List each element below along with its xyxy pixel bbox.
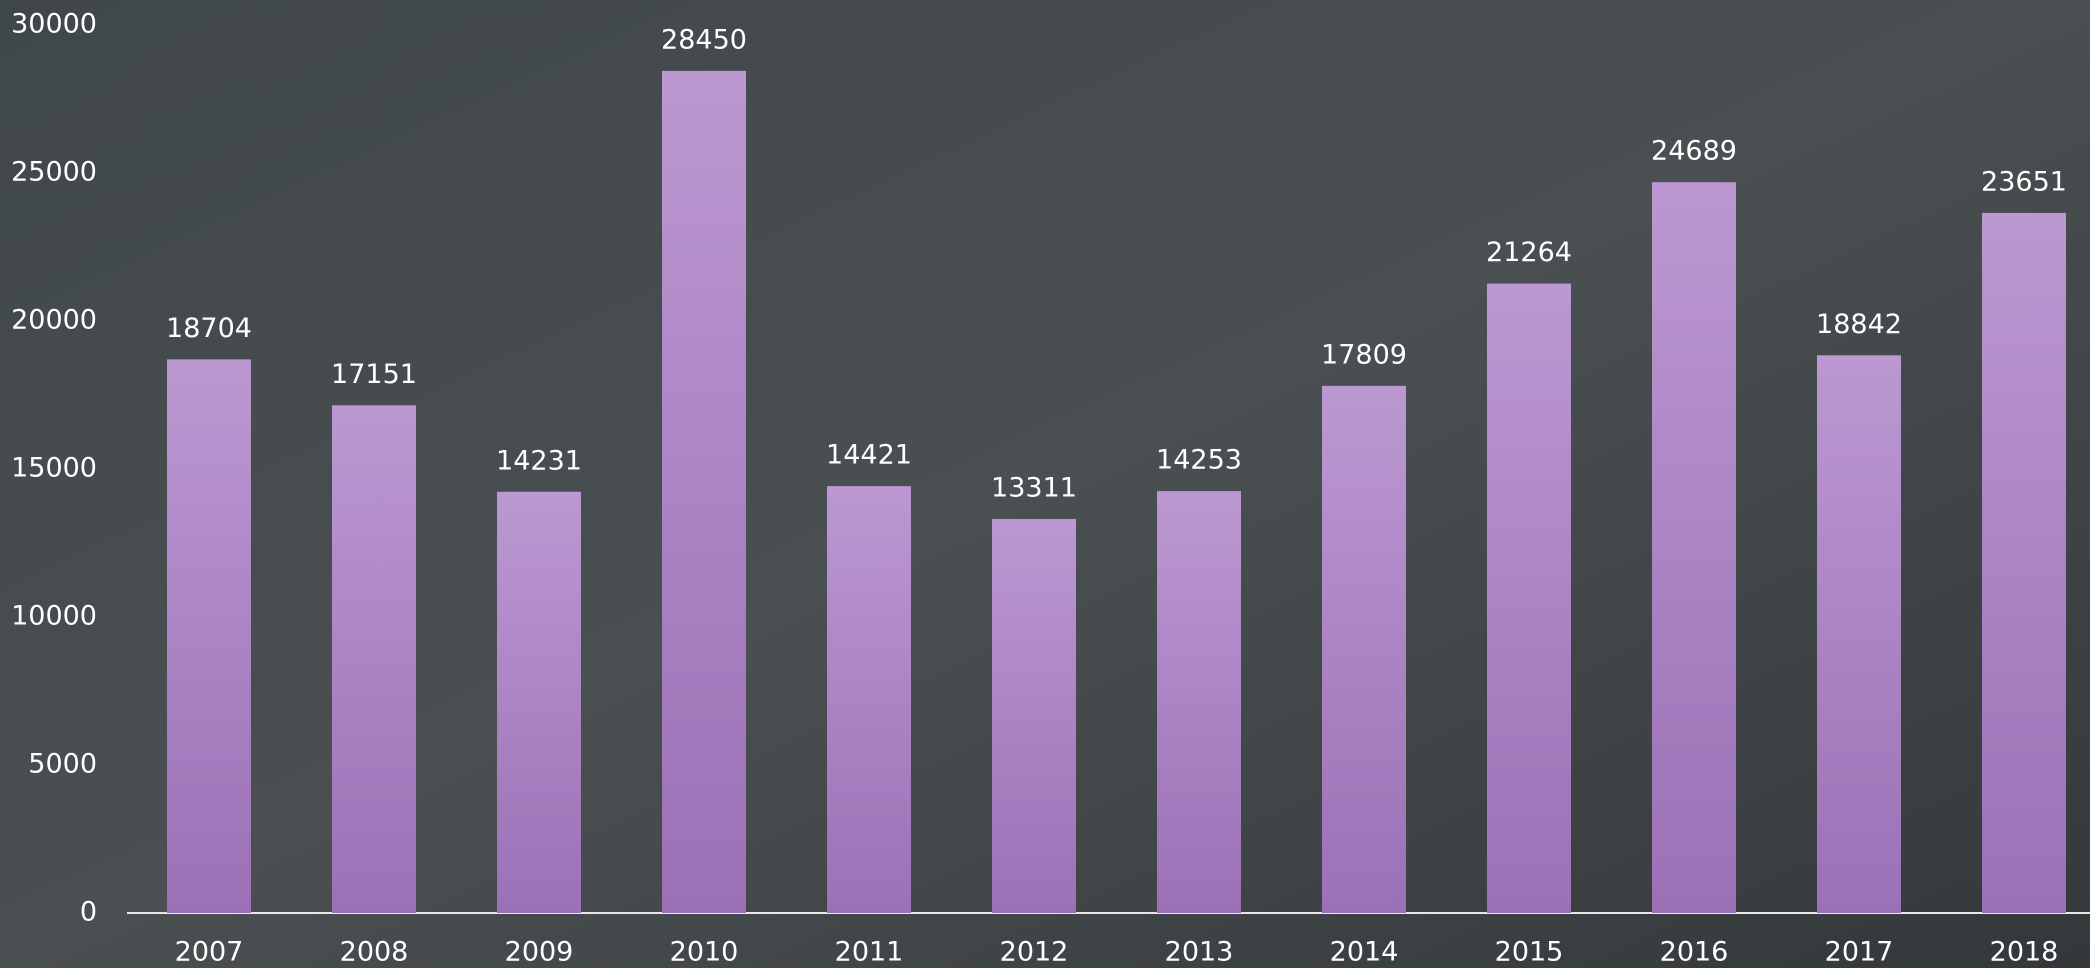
x-tick-label: 2015 <box>1495 937 1564 968</box>
data-label: 24689 <box>1651 136 1737 167</box>
data-label: 23651 <box>1981 166 2067 197</box>
data-label: 18842 <box>1816 309 1902 340</box>
data-label: 17151 <box>331 359 417 390</box>
x-tick-label: 2010 <box>670 937 739 968</box>
x-tick-label: 2007 <box>175 937 244 968</box>
bar <box>167 359 251 914</box>
bar <box>1982 212 2066 913</box>
x-tick-label: 2016 <box>1660 937 1729 968</box>
data-label: 14231 <box>496 445 582 476</box>
data-label: 28450 <box>661 24 747 55</box>
bar <box>992 518 1076 913</box>
bar <box>1817 355 1901 913</box>
x-tick-label: 2012 <box>1000 937 1069 968</box>
bar <box>1157 491 1241 913</box>
bar <box>662 70 746 913</box>
bar <box>827 486 911 913</box>
x-tick-label: 2018 <box>1990 937 2059 968</box>
y-tick-label: 10000 <box>11 601 97 632</box>
x-tick-label: 2009 <box>505 937 574 968</box>
data-label: 17809 <box>1321 339 1407 370</box>
data-label: 14421 <box>826 440 912 471</box>
y-tick-label: 25000 <box>11 157 97 188</box>
data-label: 14253 <box>1156 445 1242 476</box>
data-label: 13311 <box>991 472 1077 503</box>
data-label: 18704 <box>166 313 252 344</box>
y-tick-label: 15000 <box>11 453 97 484</box>
y-tick-label: 5000 <box>28 749 97 780</box>
bar <box>1487 283 1571 914</box>
bar <box>332 405 416 913</box>
x-tick-label: 2013 <box>1165 937 1234 968</box>
x-tick-label: 2014 <box>1330 937 1399 968</box>
x-tick-label: 2008 <box>340 937 409 968</box>
y-tick-label: 20000 <box>11 305 97 336</box>
bar <box>1322 385 1406 913</box>
bar <box>497 491 581 913</box>
y-tick-label: 0 <box>80 897 97 928</box>
x-tick-label: 2017 <box>1825 937 1894 968</box>
bar <box>1652 182 1736 914</box>
data-label: 21264 <box>1486 237 1572 268</box>
y-tick-label: 30000 <box>11 9 97 40</box>
x-tick-label: 2011 <box>835 937 904 968</box>
